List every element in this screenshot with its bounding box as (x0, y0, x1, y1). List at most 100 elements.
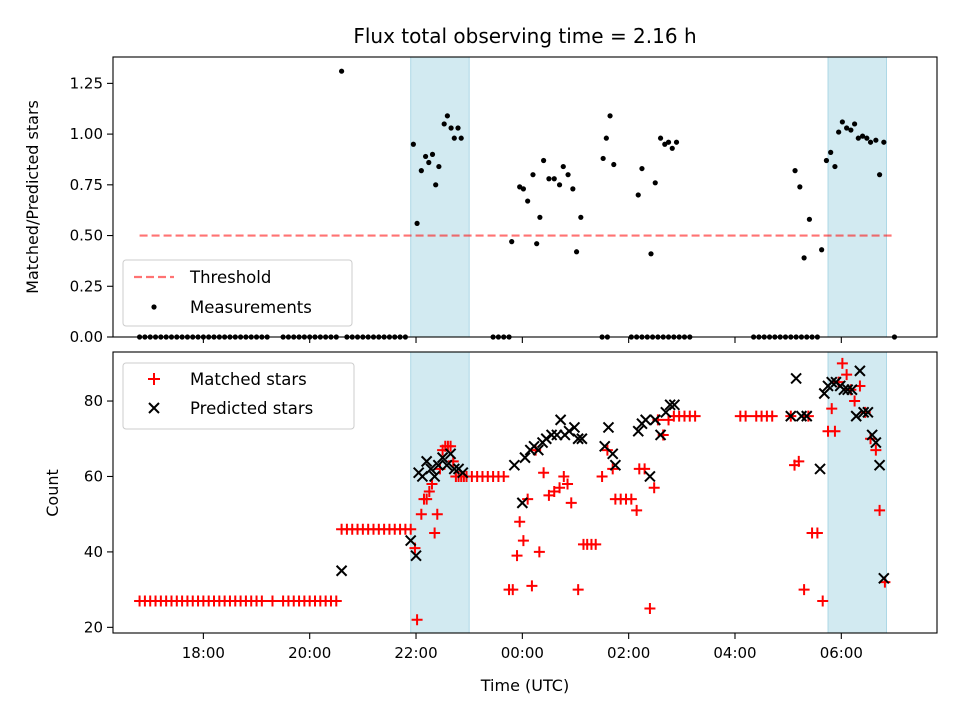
predicted-star-point (866, 429, 878, 441)
measurements-legend-label: Measurements (190, 298, 312, 317)
measurement-point (436, 163, 442, 170)
predicted-star-point (436, 451, 449, 464)
bottom-legend: Matched stars Predicted stars (122, 362, 355, 430)
measurement-point (848, 127, 854, 133)
measurement-point (525, 198, 531, 204)
predicted-star-point (846, 384, 858, 396)
predicted-star-point (532, 444, 544, 456)
bottom-y-tick-label: 40 (84, 543, 103, 561)
matched-star-point (562, 478, 574, 490)
top-y-tick-label: 0.25 (70, 277, 103, 295)
measurement-point (570, 186, 576, 192)
measurement-point (844, 125, 850, 131)
matched-legend-marker (148, 373, 160, 385)
measurement-point (458, 135, 464, 141)
bottom-y-axis-label: Count (43, 469, 62, 517)
top-legend: Threshold Measurements (122, 259, 353, 327)
matched-star-point (793, 455, 805, 467)
top-y-tick-label: 0.50 (70, 227, 103, 245)
x-tick-label: 04:00 (713, 644, 756, 662)
predicted-star-point (554, 414, 567, 426)
matched-star-point (538, 467, 550, 479)
predicted-star-point (425, 463, 437, 475)
predicted-star-point (668, 399, 681, 411)
measurement-point (792, 168, 798, 174)
top-panel: 0.00 0.25 0.50 0.75 1.00 1.25 Matched/Predict… (23, 56, 938, 346)
top-y-tick-label: 1.00 (70, 125, 103, 143)
matched-star-point (802, 410, 814, 422)
threshold-legend-label: Threshold (189, 268, 271, 287)
measurement-point (537, 214, 543, 220)
predicted-star-point (649, 414, 661, 426)
measurement-point (867, 139, 874, 145)
predicted-star-point (420, 455, 433, 468)
measurement-point (797, 184, 803, 190)
predicted-star-point (632, 425, 644, 437)
x-tick-label: 02:00 (607, 644, 650, 662)
x-tick-label: 18:00 (182, 644, 225, 662)
matched-star-point (596, 470, 608, 482)
matched-star-point (874, 504, 886, 516)
predicted-star-point (519, 451, 531, 464)
predicted-star-point (335, 565, 348, 577)
measurement-point (801, 255, 807, 261)
predicted-star-point (607, 448, 619, 460)
matched-star-point (554, 482, 566, 494)
matched-star-point (826, 403, 838, 415)
matched-star-point (445, 440, 457, 452)
matched-star-point (558, 470, 570, 482)
matched-star-point (817, 595, 829, 607)
matched-star-point (798, 584, 810, 596)
matched-star-point (429, 527, 441, 539)
measurement-point (530, 172, 536, 178)
bottom-y-tick-label: 20 (84, 618, 103, 636)
measurement-point (873, 137, 879, 143)
bottom-y-ticks: 20 40 60 80 (84, 392, 113, 636)
measurement-point (603, 135, 609, 141)
measurement-point (864, 135, 870, 141)
predicted-legend-label: Predicted stars (190, 399, 313, 418)
predicted-star-point (826, 376, 838, 388)
matched-star-point (421, 493, 433, 505)
top-shaded-spans (410, 56, 887, 338)
predicted-star-point (540, 433, 552, 445)
measurements-legend-marker (151, 304, 157, 310)
top-y-tick-label: 1.25 (70, 74, 103, 92)
measurement-point (414, 220, 420, 226)
matched-star-point (405, 523, 417, 535)
predicted-star-point (563, 425, 575, 437)
matched-star-point (625, 493, 637, 505)
predicted-star-point (878, 572, 890, 585)
matched-star-point (415, 508, 427, 520)
predicted-star-point (664, 399, 676, 411)
matched-star-point (829, 425, 841, 437)
predicted-star-point (457, 466, 469, 479)
matched-legend-label: Matched stars (190, 370, 307, 389)
matched-star-point (498, 470, 510, 482)
measurement-point (823, 157, 830, 164)
measurement-point (657, 135, 664, 141)
measurement-point (876, 172, 883, 178)
top-y-tick-label: 0.75 (70, 176, 103, 194)
matched-star-point (330, 595, 342, 607)
matched-star-point (533, 546, 545, 558)
predicted-star-point (841, 384, 854, 396)
measurement-point (560, 163, 566, 170)
measurement-point (534, 241, 540, 247)
matched-star-point (511, 550, 523, 562)
predicted-star-point (602, 421, 615, 434)
measurement-point (652, 180, 658, 186)
matched-star-point (870, 444, 882, 456)
matched-star-point (639, 463, 651, 475)
measurement-point (422, 153, 429, 160)
measurement-point (665, 139, 672, 145)
top-axes-frame (112, 56, 938, 338)
measurement-point (541, 157, 547, 164)
predicted-star-point (854, 365, 866, 377)
predicted-star-point (516, 497, 529, 509)
predicted-star-point (870, 436, 882, 449)
measurement-point (673, 139, 680, 145)
x-tick-label: 20:00 (288, 644, 331, 662)
matched-star-point (411, 614, 423, 626)
